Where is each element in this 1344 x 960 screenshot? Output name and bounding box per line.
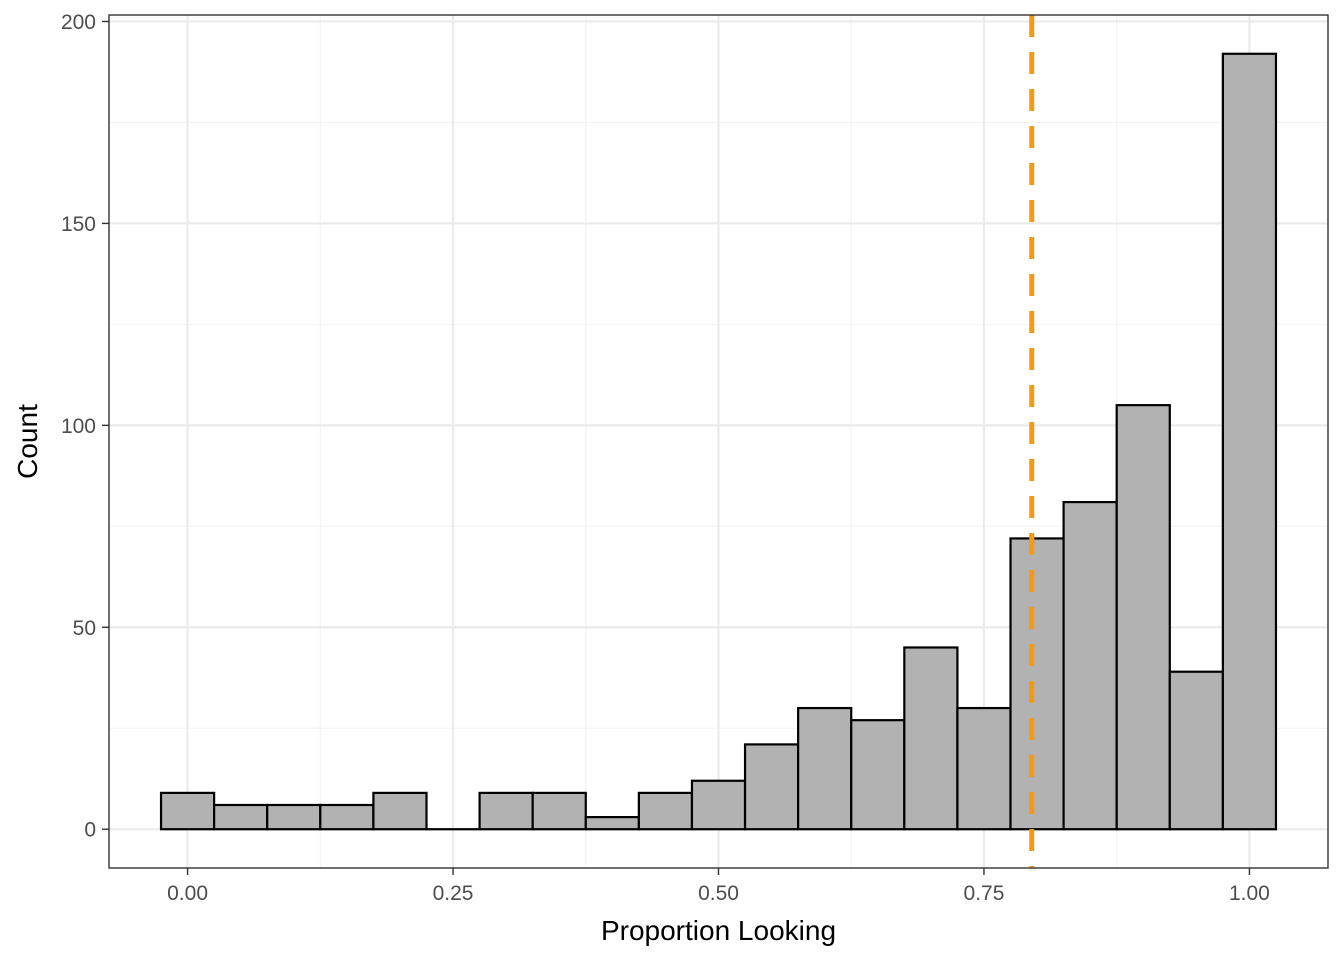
x-tick-label: 0.50	[698, 882, 739, 905]
y-tick-label: 200	[61, 11, 96, 34]
histogram-bar	[1221, 52, 1278, 831]
y-tick-label: 0	[84, 819, 96, 842]
y-tick-label: 150	[61, 213, 96, 236]
histogram-bar	[690, 779, 747, 831]
histogram-bar	[319, 803, 375, 831]
histogram-bar	[531, 791, 587, 831]
histogram-bar	[159, 791, 216, 831]
y-axis-ticks: 0 50 100 150 200	[61, 11, 109, 842]
x-axis-ticks: 0.00 0.25 0.50 0.75 1.00	[167, 868, 1270, 905]
histogram-bar	[903, 646, 959, 831]
histogram-bar	[213, 803, 269, 831]
histogram-bar	[1115, 404, 1171, 831]
y-axis-title: Count	[12, 404, 43, 479]
histogram-bar	[743, 743, 800, 831]
histogram-bar	[956, 706, 1012, 831]
x-axis-title: Proportion Looking	[601, 915, 836, 946]
histogram-bar	[637, 791, 694, 831]
histogram-bar	[372, 791, 428, 831]
y-tick-label: 100	[61, 415, 96, 438]
x-tick-label: 0.75	[964, 882, 1005, 905]
x-tick-label: 0.00	[167, 882, 208, 905]
histogram-bar	[478, 791, 534, 831]
x-tick-label: 1.00	[1229, 882, 1270, 905]
histogram-bar	[1062, 500, 1118, 831]
histogram-bar	[1009, 537, 1065, 831]
histogram-bar	[1168, 670, 1224, 831]
histogram-bar	[797, 706, 853, 831]
histogram-bar	[850, 719, 906, 831]
histogram-bar	[584, 816, 640, 831]
x-tick-label: 0.25	[433, 882, 474, 905]
y-tick-label: 50	[73, 617, 96, 640]
histogram-bar	[266, 803, 322, 831]
histogram-bars	[159, 52, 1278, 831]
